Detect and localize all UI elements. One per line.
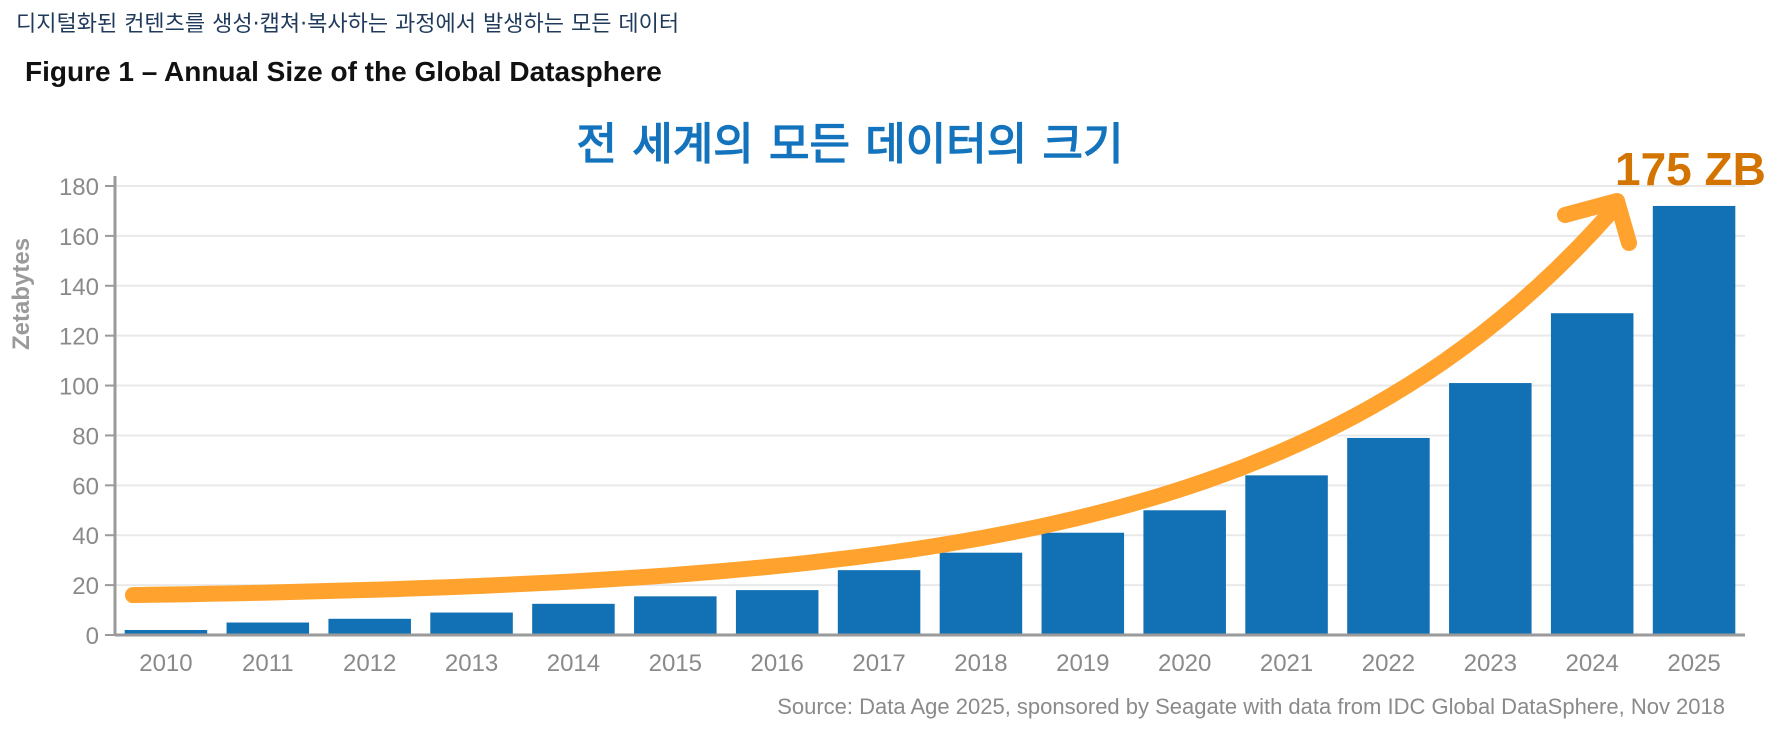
- x-tick-label: 2019: [1056, 650, 1109, 677]
- source-note: Source: Data Age 2025, sponsored by Seag…: [777, 694, 1725, 719]
- x-tick-label: 2023: [1464, 650, 1517, 677]
- y-axis-label: Zetabytes: [8, 237, 35, 350]
- bar-2021: [1245, 475, 1328, 635]
- bar-2015: [634, 596, 717, 635]
- bar-2010: [124, 630, 208, 635]
- bar-2022: [1347, 437, 1430, 635]
- y-axis-ticks: 0 20 40 60 80 100 120 140 160 180: [59, 174, 115, 650]
- bar-2012: [328, 618, 411, 635]
- peak-annotation-label: 175 ZB: [1615, 143, 1766, 195]
- x-tick-label: 2024: [1565, 650, 1618, 677]
- caption-korean: 디지털화된 컨텐츠를 생성·캡쳐·복사하는 과정에서 발생하는 모든 데이터: [16, 12, 680, 37]
- y-tick-label: 180: [59, 174, 99, 201]
- x-tick-label: 2010: [139, 650, 192, 677]
- bar-2024: [1550, 313, 1634, 635]
- x-tick-label: 2025: [1667, 650, 1720, 677]
- bar-2013: [430, 612, 513, 635]
- x-tick-label: 2013: [445, 650, 498, 677]
- x-tick-label: 2020: [1158, 650, 1211, 677]
- x-tick-label: 2017: [852, 650, 905, 677]
- bar-2020: [1143, 510, 1226, 635]
- bar-2016: [735, 590, 819, 635]
- growth-arrow-curve: [125, 202, 1620, 604]
- x-tick-label: 2018: [954, 650, 1007, 677]
- chart-title: 전 세계의 모든 데이터의 크기: [576, 119, 1124, 170]
- bars: [124, 205, 1736, 635]
- bar-2025: [1652, 205, 1736, 635]
- y-tick-label: 120: [59, 324, 99, 351]
- x-tick-label: 2012: [343, 650, 396, 677]
- y-tick-label: 100: [59, 374, 99, 401]
- y-tick-label: 160: [59, 224, 99, 251]
- y-tick-label: 20: [72, 573, 99, 600]
- x-tick-label: 2021: [1260, 650, 1313, 677]
- bar-2023: [1449, 383, 1532, 635]
- bar-2019: [1041, 532, 1125, 635]
- x-tick-label: 2011: [242, 650, 294, 677]
- x-axis-ticks: 2010 2011 2012 2013 2014 2015 2016 2017 2018 2019…: [139, 650, 1721, 677]
- x-tick-label: 2014: [547, 650, 600, 677]
- bar-2011: [226, 622, 310, 635]
- bar-2017: [837, 570, 921, 635]
- y-tick-label: 80: [72, 423, 99, 450]
- x-tick-label: 2015: [649, 650, 702, 677]
- growth-arrow-head: [1557, 192, 1637, 251]
- figure-title: Figure 1 – Annual Size of the Global Dat…: [25, 56, 662, 87]
- x-tick-label: 2016: [750, 650, 803, 677]
- growth-arrow: [125, 192, 1637, 604]
- y-tick-label: 0: [86, 623, 99, 650]
- y-tick-label: 40: [72, 523, 99, 550]
- bar-2014: [532, 603, 615, 635]
- y-tick-label: 140: [59, 274, 99, 301]
- y-tick-label: 60: [72, 473, 99, 500]
- x-tick-label: 2022: [1362, 650, 1415, 677]
- bar-2018: [939, 552, 1023, 635]
